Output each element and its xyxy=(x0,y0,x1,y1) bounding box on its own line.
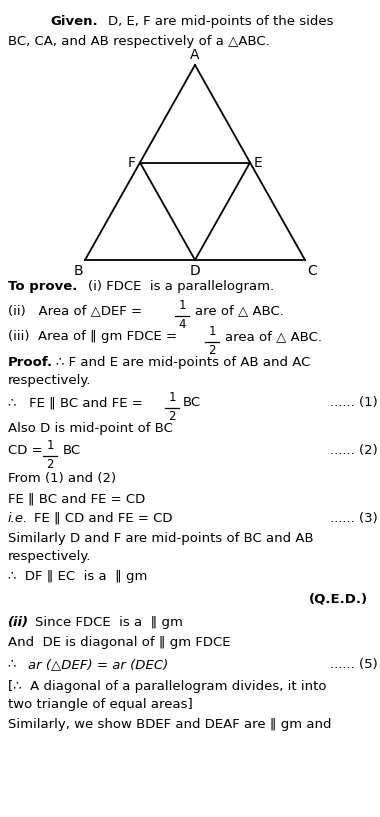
Text: ∴  DF ‖ EC  is a  ‖ gm: ∴ DF ‖ EC is a ‖ gm xyxy=(8,570,147,583)
Text: area of △ ABC.: area of △ ABC. xyxy=(225,330,322,343)
Text: (ii)   Area of △DEF =: (ii) Area of △DEF = xyxy=(8,304,146,317)
Text: F: F xyxy=(128,155,136,169)
Text: FE ‖ BC and FE = CD: FE ‖ BC and FE = CD xyxy=(8,492,145,505)
Text: B: B xyxy=(73,264,83,278)
Text: (i) FDCE  is a parallelogram.: (i) FDCE is a parallelogram. xyxy=(88,280,274,293)
Text: 2: 2 xyxy=(208,344,216,357)
Text: C: C xyxy=(307,264,317,278)
Text: 2: 2 xyxy=(46,458,54,471)
Text: A: A xyxy=(190,48,200,62)
Text: Since FDCE  is a  ‖ gm: Since FDCE is a ‖ gm xyxy=(35,616,183,629)
Text: (ii): (ii) xyxy=(8,616,29,629)
Text: (iii)  Area of ‖ gm FDCE =: (iii) Area of ‖ gm FDCE = xyxy=(8,330,181,343)
Text: CD =: CD = xyxy=(8,444,43,457)
Text: From (1) and (2): From (1) and (2) xyxy=(8,472,116,485)
Text: Also D is mid-point of BC: Also D is mid-point of BC xyxy=(8,422,173,435)
Text: Similarly, we show BDEF and DEAF are ‖ gm and: Similarly, we show BDEF and DEAF are ‖ g… xyxy=(8,718,331,731)
Text: ...... (1): ...... (1) xyxy=(330,396,378,409)
Text: D, E, F are mid-points of the sides: D, E, F are mid-points of the sides xyxy=(108,15,334,28)
Text: 1: 1 xyxy=(168,391,176,404)
Text: 2: 2 xyxy=(168,410,176,423)
Text: are of △ ABC.: are of △ ABC. xyxy=(195,304,284,317)
Text: ...... (5): ...... (5) xyxy=(330,658,378,671)
Text: [∴  A diagonal of a parallelogram divides, it into: [∴ A diagonal of a parallelogram divides… xyxy=(8,680,326,693)
Text: 1: 1 xyxy=(178,299,186,312)
Text: BC: BC xyxy=(63,444,81,457)
Text: D: D xyxy=(190,264,200,278)
Text: 1: 1 xyxy=(46,439,54,452)
Text: ∴: ∴ xyxy=(8,658,25,671)
Text: To prove.: To prove. xyxy=(8,280,78,293)
Text: Given.: Given. xyxy=(50,15,98,28)
Text: BC: BC xyxy=(183,396,201,409)
Text: ...... (2): ...... (2) xyxy=(330,444,378,457)
Text: And  DE is diagonal of ‖ gm FDCE: And DE is diagonal of ‖ gm FDCE xyxy=(8,636,231,649)
Text: two triangle of equal areas]: two triangle of equal areas] xyxy=(8,698,193,711)
Text: ar (△DEF) = ar (DEC): ar (△DEF) = ar (DEC) xyxy=(28,658,168,671)
Text: respectively.: respectively. xyxy=(8,550,92,563)
Text: E: E xyxy=(254,155,263,169)
Text: 1: 1 xyxy=(208,325,216,338)
Text: ∴ F and E are mid-points of AB and AC: ∴ F and E are mid-points of AB and AC xyxy=(56,356,310,369)
Text: BC, CA, and AB respectively of a △ABC.: BC, CA, and AB respectively of a △ABC. xyxy=(8,35,270,48)
Text: (Q.E.D.): (Q.E.D.) xyxy=(309,592,368,605)
Text: 4: 4 xyxy=(178,318,186,331)
Text: ...... (3): ...... (3) xyxy=(330,512,378,525)
Text: Proof.: Proof. xyxy=(8,356,53,369)
Text: ∴   FE ‖ BC and FE =: ∴ FE ‖ BC and FE = xyxy=(8,396,143,409)
Text: Similarly D and F are mid-points of BC and AB: Similarly D and F are mid-points of BC a… xyxy=(8,532,314,545)
Text: respectively.: respectively. xyxy=(8,374,92,387)
Text: i.e.: i.e. xyxy=(8,512,28,525)
Text: FE ‖ CD and FE = CD: FE ‖ CD and FE = CD xyxy=(34,512,173,525)
